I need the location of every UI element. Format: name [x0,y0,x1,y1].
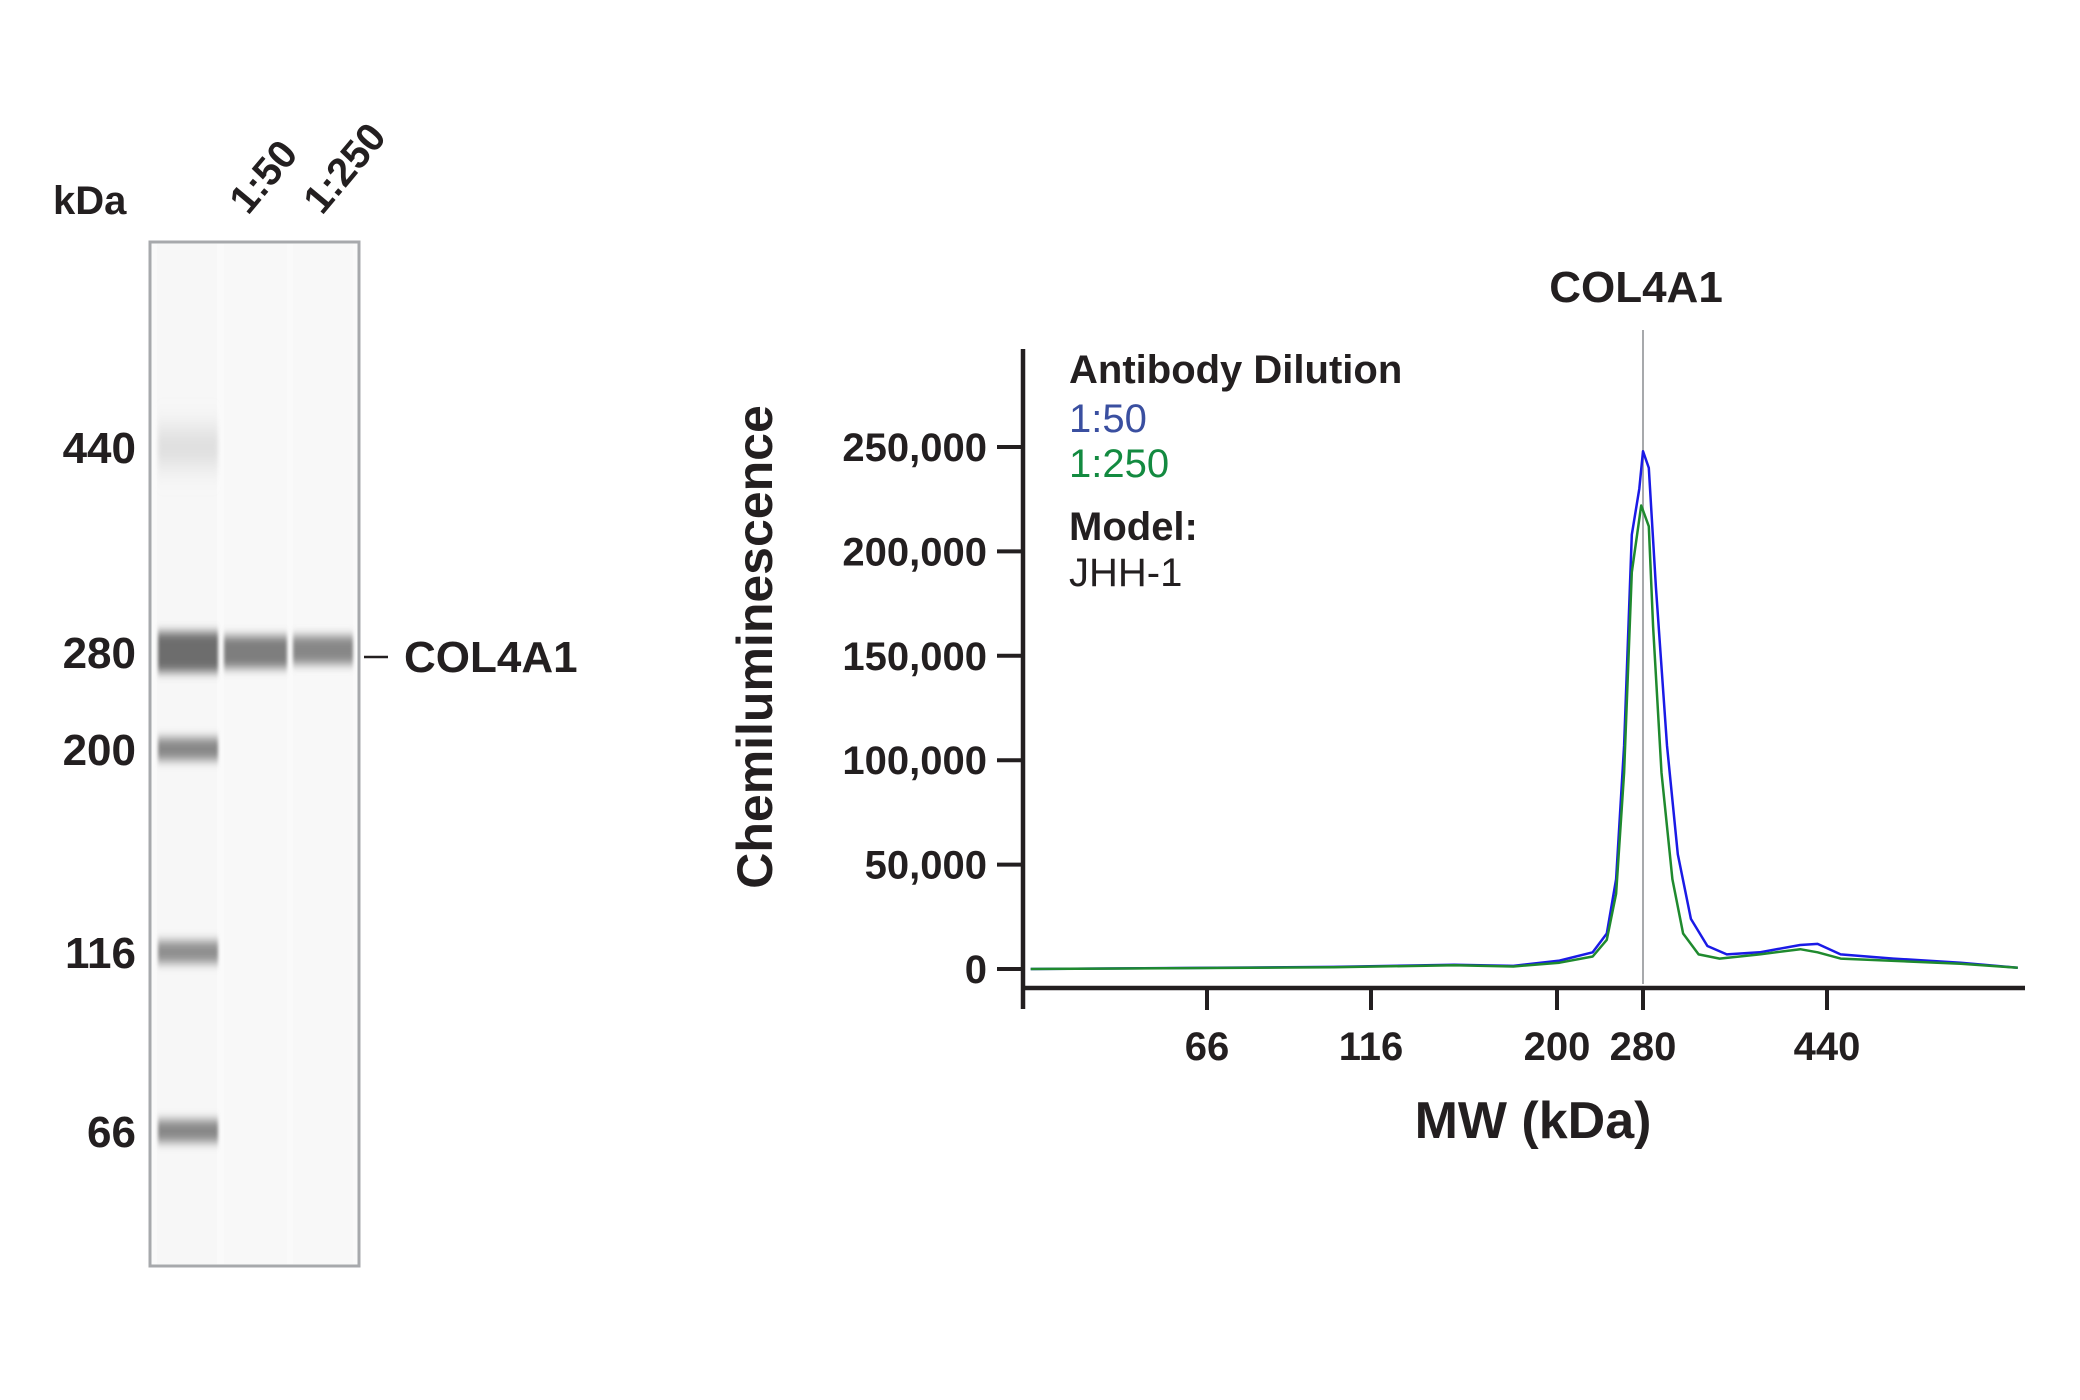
legend-model-label: Model: [1069,505,1198,549]
sample-band-2 [293,636,353,664]
ladder-band-66 [158,1120,218,1142]
lane-label-2: 1:250 [295,115,394,222]
ladder-label-200: 200 [63,726,136,775]
electropherogram-chart: COL4A1 Antibody Dilution 1:50 1:250 Mode… [727,263,2025,1150]
x-axis-label: MW (kDa) [1415,1092,1652,1150]
ladder-labels: 440 280 200 116 66 [63,424,136,1157]
x-tick-label-116: 116 [1339,1025,1404,1069]
lane-label-1: 1:50 [221,132,306,222]
x-tick-label-280: 280 [1610,1025,1677,1069]
y-axis-label: Chemiluminescence [727,405,783,889]
legend-entry-1-250: 1:250 [1069,442,1169,486]
legend-entry-1-50: 1:50 [1069,397,1147,441]
sample-lane-2 [293,244,353,1264]
legend: Antibody Dilution 1:50 1:250 Model: JHH-… [1069,348,1402,595]
y-tick-label-150000: 150,000 [842,635,987,679]
plot-series [1030,449,2018,971]
y-tick-label-200000: 200,000 [842,530,987,574]
ladder-band-200 [158,738,218,760]
ladder-band-440 [158,436,218,458]
ladder-band-280 [158,632,218,672]
chart-title: COL4A1 [1549,263,1723,312]
sample-lane-1 [224,244,287,1264]
ladder-band-116 [158,941,218,963]
y-tick-label-100000: 100,000 [842,739,987,783]
series-line-1-250 [1030,504,2018,971]
target-label: COL4A1 [404,633,578,682]
ladder-label-440: 440 [63,424,136,473]
gel-unit-label: kDa [53,179,127,223]
gel-bands [158,436,353,1142]
x-tick-label-200: 200 [1524,1025,1591,1069]
series-line-1-50 [1030,449,2018,971]
y-tick-label-50000: 50,000 [865,844,987,888]
sample-band-1 [224,636,287,668]
ladder-label-116: 116 [65,929,136,978]
gel-panel: kDa 1:50 1:250 440 280 200 116 66 COL4A1 [53,115,578,1268]
legend-title: Antibody Dilution [1069,348,1402,392]
y-tick-label-250000: 250,000 [842,426,987,470]
legend-model-value: JHH-1 [1069,551,1182,595]
ladder-label-66: 66 [87,1108,136,1157]
y-axis-ticks: 0 50,000 100,000 150,000 200,000 250,000 [842,426,1023,992]
x-axis-ticks: 66 116 200 280 440 [1185,988,1861,1069]
x-tick-label-66: 66 [1185,1025,1230,1069]
y-tick-label-0: 0 [965,948,987,992]
x-tick-label-440: 440 [1794,1025,1861,1069]
ladder-label-280: 280 [63,629,136,678]
